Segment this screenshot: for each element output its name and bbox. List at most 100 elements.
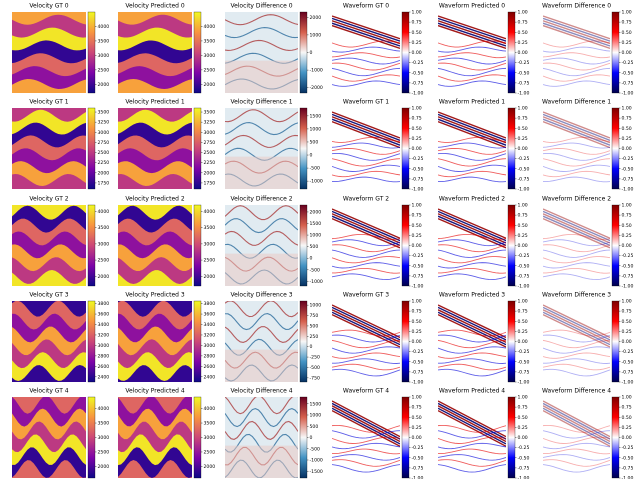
colorbar-tick-label: 2000 (204, 82, 216, 88)
wave-reflection (543, 262, 610, 269)
colorbar-tick-label: 0.75 (518, 20, 528, 26)
heatmap-image (438, 108, 506, 189)
heatmap-image (543, 397, 610, 478)
wave-arrival (543, 313, 610, 348)
wave-arrival (332, 22, 400, 47)
wave-reflection (438, 448, 506, 455)
wave-reflection (332, 80, 400, 87)
panel-title: Waveform Difference 4 (542, 388, 611, 395)
colorbar (401, 11, 410, 94)
colorbar (299, 11, 308, 94)
colorbar-tick-label: 0.00 (622, 146, 632, 152)
wave-reflection (438, 147, 506, 155)
colorbar-tick-label: 0.00 (622, 435, 632, 441)
heatmap-image (12, 108, 86, 189)
image-background (543, 397, 610, 478)
colorbar-tick-label: 0.50 (412, 319, 422, 325)
colorbar-tick-label: -500 (310, 446, 321, 452)
colorbar-tick-label: 0.75 (518, 116, 528, 122)
wave-arrival (543, 311, 610, 346)
wave-arrival (438, 217, 506, 249)
colorbar-tick-label: -0.50 (622, 263, 634, 269)
colorbar-tick-label: -0.50 (412, 166, 424, 172)
colorbar-tick-label: 750 (310, 313, 319, 319)
colorbar-tick-label: 0.50 (518, 415, 528, 421)
wave-reflection (543, 52, 610, 59)
colorbar-tick-label: 0.00 (518, 435, 528, 441)
panel-title: Velocity GT 0 (29, 3, 68, 10)
heatmap-image (12, 205, 86, 286)
velocity-layer (12, 270, 86, 286)
velocity-layer (118, 174, 192, 189)
wave-arrival (332, 20, 400, 45)
heatmap-image (225, 12, 298, 93)
colorbar-tick-label: -0.75 (622, 80, 634, 86)
wave-reflection (543, 464, 610, 473)
colorbar-tick-label: 0.00 (412, 146, 422, 152)
wave-arrival (543, 400, 610, 438)
colorbar (193, 300, 202, 383)
panel-title: Velocity Difference 1 (230, 99, 292, 106)
difference-streak (225, 243, 298, 259)
colorbar-tick-label: -1.00 (412, 476, 424, 479)
wave-reflection (438, 430, 506, 439)
panel-title: Waveform Predicted 4 (439, 388, 505, 395)
wave-reflection (332, 334, 400, 343)
wave-reflection (332, 136, 400, 143)
wave-reflection (332, 329, 400, 337)
colorbar-tick-label: -250 (310, 355, 321, 361)
colorbar-tick-label: -0.25 (622, 253, 634, 259)
difference-streak (225, 122, 298, 136)
colorbar-tick-label: 1.00 (518, 395, 528, 401)
difference-streak (225, 313, 298, 331)
wave-reflection (332, 267, 400, 274)
wave-arrival (543, 213, 610, 244)
wave-reflection (438, 176, 506, 183)
colorbar (87, 107, 96, 190)
wave-arrival (543, 113, 610, 142)
panel-title: Velocity Difference 2 (230, 196, 292, 203)
wave-reflection (332, 424, 400, 433)
colorbar-tick-label: -0.25 (412, 156, 424, 162)
colorbar-tick-label: 0 (310, 256, 313, 262)
wave-arrival (332, 405, 400, 443)
wave-reflection (332, 363, 400, 371)
wave-reflection (332, 464, 400, 473)
wave-arrival (438, 409, 506, 447)
colorbar-tick-label: 0.25 (622, 136, 632, 142)
colorbar-tick-label: 0 (310, 153, 313, 159)
colorbar-tick-label: 0.00 (518, 50, 528, 56)
wave-arrival (438, 215, 506, 247)
wave-reflection (438, 170, 506, 178)
colorbar-tick-label: 0.50 (518, 223, 528, 229)
colorbar-tick-label: 0.00 (518, 339, 528, 345)
colorbar (299, 300, 308, 383)
wave-reflection (543, 267, 610, 274)
colorbar (193, 204, 202, 287)
wave-reflection (332, 147, 400, 155)
wave-reflection (438, 158, 506, 167)
colorbar-tick-label: 0.75 (412, 309, 422, 315)
difference-streak (225, 134, 298, 148)
panel-title: Velocity Predicted 1 (125, 99, 185, 106)
colorbar-tick-label: 3000 (98, 241, 110, 247)
wave-arrival (438, 116, 506, 144)
wave-arrival (332, 309, 400, 343)
colorbar (299, 396, 308, 479)
wave-reflection (332, 442, 400, 450)
colorbar-tick-label: 1.00 (412, 299, 422, 305)
colorbar-tick-label: 2600 (98, 364, 110, 370)
wave-reflection (543, 459, 610, 467)
wave-reflection (332, 158, 400, 167)
wave-arrival (543, 309, 610, 343)
colorbar-tick-label: 2500 (98, 150, 110, 156)
colorbar-tick-label: -1.00 (518, 476, 530, 479)
heatmap-image (225, 108, 298, 189)
colorbar-tick-label: -0.75 (518, 80, 530, 86)
colorbar-tick-label: 1.00 (518, 106, 528, 112)
wave-reflection (543, 239, 610, 247)
colorbar-tick-label: -500 (310, 166, 321, 172)
panel-title: Waveform Difference 1 (542, 99, 611, 106)
colorbar (507, 107, 516, 190)
colorbar-tick-label: -0.75 (518, 369, 530, 375)
